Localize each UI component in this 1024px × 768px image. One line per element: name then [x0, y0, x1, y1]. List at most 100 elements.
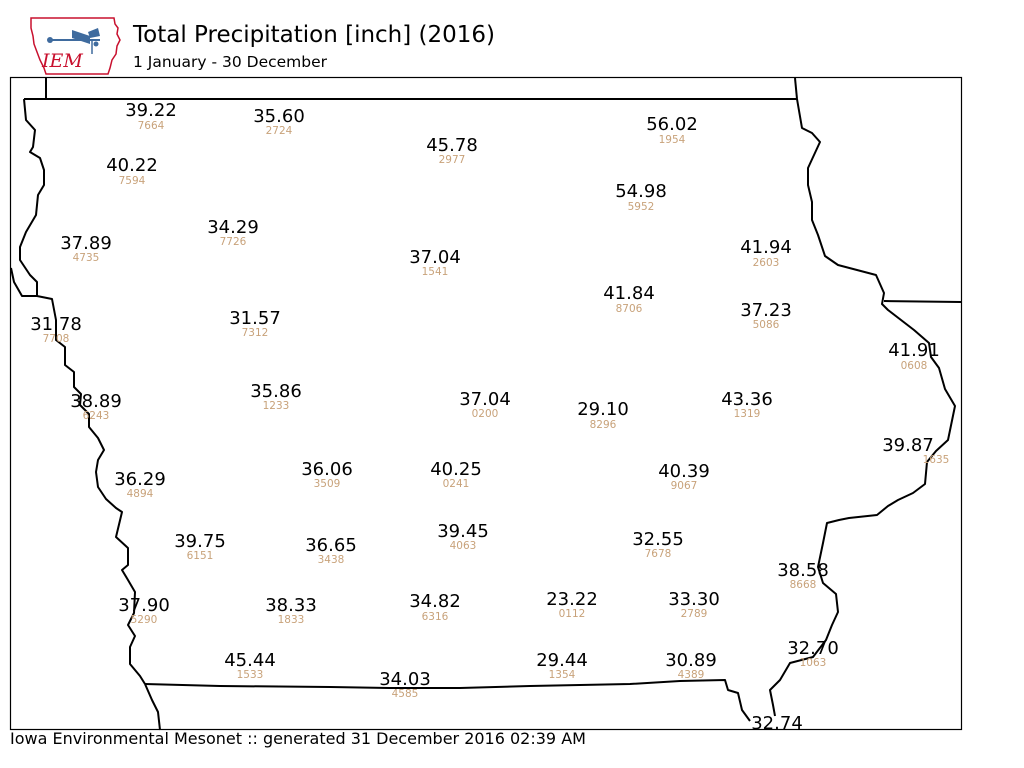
station-id: 2977: [439, 154, 466, 166]
station-id: 4389: [678, 669, 705, 681]
station-id: 4063: [450, 540, 477, 552]
station-id: 8296: [590, 419, 617, 431]
map-subtitle: 1 January - 30 December: [133, 53, 328, 71]
station-value: 56.02: [646, 114, 698, 135]
station-value: 38.58: [777, 560, 829, 581]
station-id: 2789: [681, 608, 708, 620]
station-value: 39.75: [174, 531, 226, 552]
station-id: 8706: [616, 303, 643, 315]
station-value: 40.39: [658, 461, 710, 482]
station-value: 32.70: [787, 638, 839, 659]
station-id: 2724: [266, 125, 293, 137]
station-id: 7726: [220, 236, 247, 248]
station-id: 0200: [472, 408, 499, 420]
station-value: 29.10: [577, 399, 629, 420]
station-value: 41.91: [888, 340, 940, 361]
station-value: 38.33: [265, 595, 317, 616]
station-value: 31.78: [30, 314, 82, 335]
station-id: 6151: [187, 550, 214, 562]
station-value: 54.98: [615, 181, 667, 202]
station-value: 39.22: [125, 100, 177, 121]
station-id: 0241: [443, 478, 470, 490]
station-id: 0112: [559, 608, 586, 620]
state-borders: [10, 77, 962, 731]
station-value: 36.29: [114, 469, 166, 490]
station-id: 1354: [549, 669, 576, 681]
station-id: 7664: [138, 120, 165, 132]
station-id: 9067: [671, 480, 698, 492]
station-id: 5290: [131, 614, 158, 626]
station-id: 7594: [119, 175, 146, 187]
station-value: 34.82: [409, 591, 461, 612]
station-id: 5086: [753, 319, 780, 331]
station-id: 1319: [734, 408, 761, 420]
station-id: 1063: [800, 657, 827, 669]
station-value: 40.25: [430, 459, 482, 480]
station-value: 45.44: [224, 650, 276, 671]
station-id: 7708: [43, 333, 70, 345]
station-value: 36.06: [301, 459, 353, 480]
station-id: 1233: [263, 400, 290, 412]
station-id: 3509: [314, 478, 341, 490]
station-value: 33.30: [668, 589, 720, 610]
station-value: 35.60: [253, 106, 305, 127]
station-value: 41.94: [740, 237, 792, 258]
station-id: 1541: [422, 266, 449, 278]
station-id: 0608: [901, 360, 928, 372]
station-value: 37.04: [409, 247, 461, 268]
station-value: 29.44: [536, 650, 588, 671]
station-value: 32.55: [632, 529, 684, 550]
footer-credit: Iowa Environmental Mesonet :: generated …: [10, 729, 586, 748]
station-id: 1533: [237, 669, 264, 681]
logo-text: IEM: [41, 50, 83, 72]
station-id: 1954: [659, 134, 686, 146]
station-value: 41.84: [603, 283, 655, 304]
station-value: 37.90: [118, 595, 170, 616]
station-value: 34.03: [379, 669, 431, 690]
station-id: 1833: [278, 614, 305, 626]
station-value: 38.89: [70, 391, 122, 412]
station-label: 32.74: [751, 713, 803, 734]
station-value: 43.36: [721, 389, 773, 410]
station-value: 37.04: [459, 389, 511, 410]
station-id: 7312: [242, 327, 269, 339]
station-id: 7678: [645, 548, 672, 560]
station-id: 4735: [73, 252, 100, 264]
station-id: 6316: [422, 611, 449, 623]
station-id: 3438: [318, 554, 345, 566]
station-value: 37.23: [740, 300, 792, 321]
station-value: 34.29: [207, 217, 259, 238]
station-value: 39.45: [437, 521, 489, 542]
station-id: 4894: [127, 488, 154, 500]
